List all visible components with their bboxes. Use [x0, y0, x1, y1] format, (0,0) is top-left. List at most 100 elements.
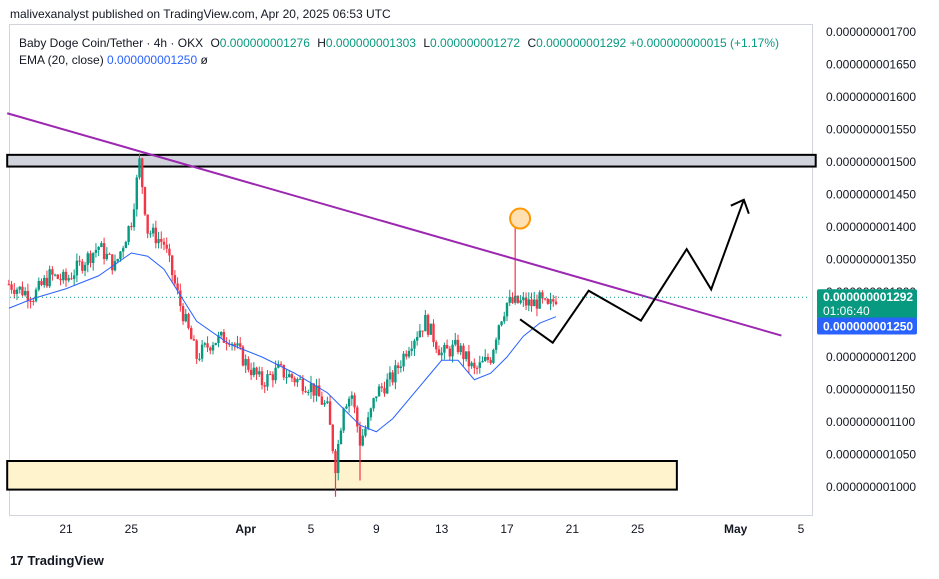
candle-body	[337, 443, 340, 474]
candle-body	[249, 369, 253, 376]
x-axis: 21 25 Apr 5 9 13 17 21 25 May 5	[59, 522, 804, 536]
legend-symbol: Baby Doge Coin/Tether · 4h · OKX	[19, 36, 204, 50]
candle-body	[432, 323, 435, 343]
candle-body	[456, 339, 460, 353]
x-tick-label: 21	[59, 522, 73, 536]
candle-body	[83, 264, 87, 271]
legend-open: 0.000000001276	[219, 36, 310, 50]
candle-body	[53, 274, 57, 276]
candle-body	[190, 328, 193, 340]
candle-body	[347, 398, 351, 407]
candle-body	[519, 300, 522, 303]
y-tick-label: 0.000000001450	[826, 188, 916, 202]
candle-body	[230, 343, 234, 345]
candle-body	[105, 253, 109, 260]
candle-body	[92, 252, 95, 263]
candle-body	[339, 430, 343, 444]
zones-layer	[6, 153, 817, 491]
candle-body	[323, 403, 326, 405]
y-tick-label: 0.000000001400	[826, 220, 916, 234]
candle-body	[361, 435, 364, 446]
candle-body	[255, 367, 258, 375]
candle-body	[527, 299, 530, 306]
candle-body	[426, 315, 430, 335]
candle-body	[320, 396, 324, 405]
candle-body	[111, 254, 114, 271]
candle-body	[290, 374, 294, 379]
x-tick-label: 25	[125, 522, 139, 536]
candle-body	[277, 363, 280, 368]
candle-body	[334, 451, 337, 474]
candle-body	[459, 345, 462, 353]
candle-body	[108, 253, 111, 255]
candle-body	[15, 289, 19, 294]
candle-body	[350, 395, 354, 399]
y-tick-label: 0.000000001100	[826, 415, 916, 429]
candle-body	[222, 332, 226, 343]
candle-body	[176, 283, 179, 291]
chart-legend: Baby Doge Coin/Tether · 4h · OKX O0.0000…	[19, 35, 779, 69]
legend-ohlc-row: Baby Doge Coin/Tether · 4h · OKX O0.0000…	[19, 35, 779, 52]
candle-body	[179, 290, 182, 306]
candle-body	[143, 187, 147, 215]
ema-badge-value: 0.000000001250	[823, 320, 913, 334]
lines-layer	[6, 112, 810, 433]
ema-line	[8, 252, 557, 433]
legend-ema-label: EMA (20, close)	[19, 53, 104, 67]
candle-body	[225, 342, 228, 344]
legend-ema-row: EMA (20, close) 0.000000001250 ø	[19, 52, 779, 69]
candle-body	[132, 209, 136, 228]
candle-body	[252, 367, 256, 376]
candle-body	[505, 302, 509, 317]
candle-body	[97, 247, 100, 250]
candle-body	[130, 226, 133, 228]
candle-body	[328, 401, 332, 425]
candle-body	[34, 289, 38, 302]
candle-body	[298, 378, 302, 380]
y-tick-label: 0.000000001050	[826, 448, 916, 462]
candle-body	[81, 261, 84, 271]
candle-body	[399, 366, 403, 368]
chart-frame[interactable]	[9, 24, 813, 516]
candle-body	[244, 359, 247, 366]
x-tick-label: Apr	[235, 522, 256, 536]
y-axis: 0.000000001700 0.000000001650 0.0000000016…	[826, 25, 916, 494]
candle-body	[121, 248, 125, 252]
candle-body	[32, 301, 35, 303]
candle-body	[119, 251, 122, 260]
candle-body	[219, 332, 223, 336]
candle-body	[89, 253, 92, 263]
y-tick-label: 0.000000001550	[826, 123, 916, 137]
candle-body	[366, 417, 370, 429]
x-tick-label: 25	[631, 522, 645, 536]
candle-body	[394, 365, 397, 383]
candle-body	[200, 344, 204, 359]
candle-body	[415, 337, 419, 341]
candle-body	[467, 351, 471, 367]
candle-body	[94, 249, 98, 253]
candle-body	[307, 392, 310, 394]
candle-body	[59, 278, 62, 281]
candle-body	[293, 378, 296, 383]
candle-body	[271, 374, 275, 381]
candle-body	[396, 365, 400, 368]
tradingview-footer[interactable]: 17 TradingView	[10, 553, 104, 568]
candle-body	[10, 284, 13, 290]
candle-body	[247, 359, 250, 370]
candle-body	[56, 274, 60, 279]
x-tick-label: 5	[798, 522, 805, 536]
candle-body	[192, 339, 196, 341]
candle-body	[75, 260, 79, 276]
candle-body	[116, 259, 119, 262]
candle-body	[383, 387, 386, 394]
candle-body	[195, 340, 198, 359]
candle-body	[377, 386, 381, 397]
candle-body	[407, 350, 411, 357]
candle-body	[445, 344, 449, 349]
candle-body	[440, 352, 443, 356]
y-tick-label: 0.000000001200	[826, 350, 916, 364]
candle-body	[160, 238, 163, 242]
candle-body	[492, 349, 495, 363]
y-tick-label: 0.000000001000	[826, 480, 916, 494]
